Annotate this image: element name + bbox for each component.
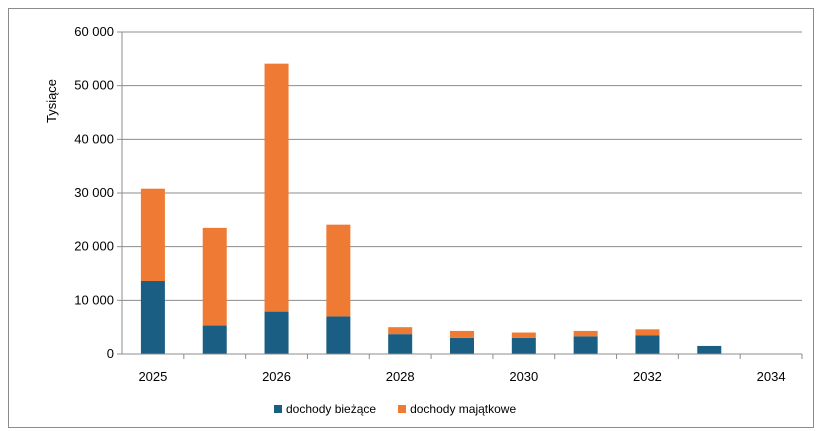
- bars: [140, 63, 722, 354]
- legend-label-current: dochody bieżące: [286, 402, 377, 416]
- bar-segment-current: [202, 325, 227, 354]
- legend-swatch-capital: [398, 405, 407, 413]
- bar-segment-capital: [450, 330, 474, 338]
- bar-segment-current: [140, 281, 165, 354]
- legend-swatch-current: [274, 405, 282, 413]
- bar-segment-capital: [388, 327, 413, 335]
- y-tick-label: 60 000: [74, 24, 114, 39]
- bar-segment-current: [697, 345, 722, 354]
- x-tick-label: 2025: [138, 369, 167, 384]
- x-tick-label: 2028: [386, 369, 415, 384]
- y-tick-label: 20 000: [74, 239, 114, 254]
- bar-segment-capital: [511, 332, 536, 338]
- bar-segment-capital: [326, 224, 351, 317]
- y-tick-label: 10 000: [74, 292, 114, 307]
- bar-segment-current: [573, 336, 598, 354]
- y-axis-title: Tysiące: [44, 79, 59, 123]
- bar-segment-current: [388, 334, 413, 354]
- legend-item-current: dochody bieżące: [274, 402, 376, 416]
- bar-segment-current: [450, 337, 474, 354]
- bar-segment-current: [511, 337, 536, 354]
- x-tick-label: 2030: [509, 369, 538, 384]
- bar-segment-current: [635, 335, 660, 354]
- y-tick-label: 50 000: [74, 78, 114, 93]
- bar-segment-capital: [202, 227, 227, 326]
- bar-segment-capital: [573, 330, 598, 337]
- legend-item-capital: dochody majątkowe: [398, 402, 516, 416]
- x-tick-label: 2034: [757, 369, 786, 384]
- bar-segment-current: [264, 311, 289, 354]
- legend: dochody bieżące dochody majątkowe: [274, 402, 516, 416]
- x-tick-labels: 2025 2026 2028 2030 2032 2034: [138, 369, 785, 384]
- x-tick-label: 2026: [262, 369, 291, 384]
- bar-segment-capital: [140, 188, 165, 282]
- y-tick-label: 40 000: [74, 131, 114, 146]
- y-tick-labels: 0 10 000 20 000 30 000 40 000 50 000 60 000: [74, 24, 114, 361]
- x-tick-label: 2032: [633, 369, 662, 384]
- bar-segment-capital: [264, 63, 289, 312]
- y-tick-label: 30 000: [74, 185, 114, 200]
- bar-segment-current: [326, 316, 351, 354]
- legend-label-capital: dochody majątkowe: [410, 402, 517, 416]
- bar-segment-capital: [635, 329, 660, 336]
- y-tick-label: 0: [107, 346, 114, 361]
- gridlines: [117, 31, 803, 359]
